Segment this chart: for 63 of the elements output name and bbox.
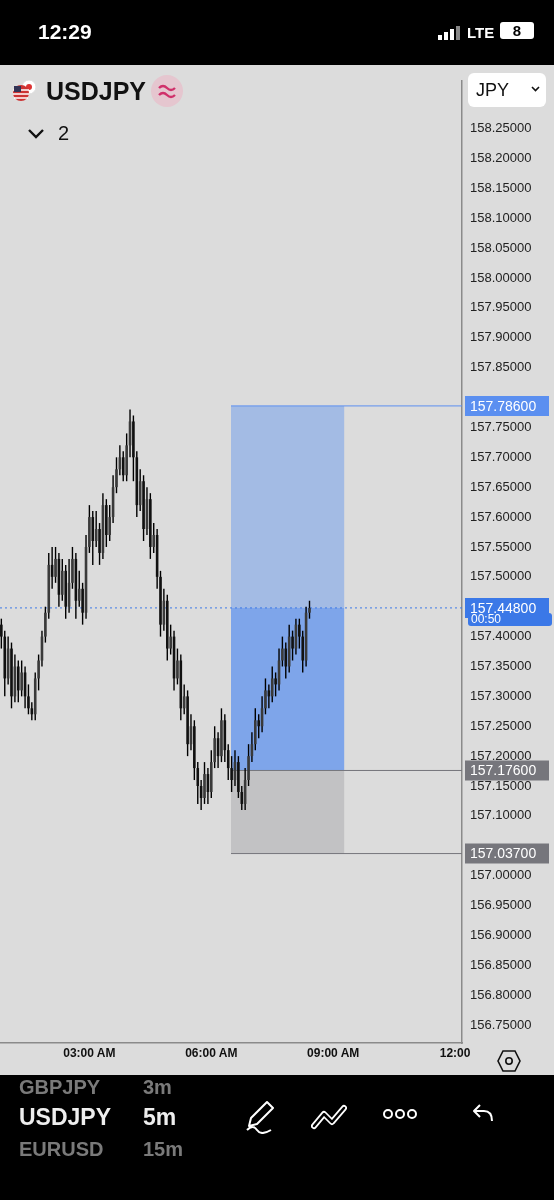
text: 00:50 (468, 612, 552, 626)
text: EURUSD (19, 1138, 104, 1161)
candlestick (176, 647, 179, 686)
candlestick (274, 671, 277, 698)
y-tick-label: 157.70000 (470, 448, 532, 464)
chart-title: USDJPY (46, 77, 147, 106)
text: 3m (143, 1076, 172, 1099)
text: 15m (143, 1138, 184, 1161)
candlestick (16, 659, 20, 704)
x-tick-label: 12:00 (439, 1045, 471, 1060)
y-tick-label: 158.20000 (470, 150, 532, 166)
y-tick-label: 157.60000 (470, 508, 532, 524)
y-tick-label: 157.15000 (470, 777, 532, 793)
y-tick-label: 157.30000 (470, 687, 532, 703)
y-tick-label: 157.35000 (470, 658, 532, 674)
candlestick (77, 570, 81, 608)
y-tick-label: 157.10000 (470, 807, 532, 823)
y-tick-label: 157.00000 (470, 867, 532, 883)
y-tick-label: 158.10000 (470, 209, 532, 225)
candlestick (291, 629, 294, 662)
text: GBPJPY (19, 1076, 101, 1099)
text: 12:29 (38, 20, 92, 44)
x-tick-label: 03:00 AM (63, 1045, 116, 1060)
y-tick-label: 158.00000 (470, 269, 532, 285)
candlestick (105, 498, 108, 548)
y-tick-label: 156.90000 (470, 927, 532, 942)
y-tick-label: 156.85000 (470, 956, 532, 972)
y-axis-title: JPY (468, 73, 546, 107)
x-tick-label: 09:00 AM (307, 1045, 360, 1060)
candlestick (270, 665, 274, 704)
ref-line-label: 157.03700 (470, 845, 537, 862)
y-tick-label: 158.05000 (470, 239, 532, 255)
y-tick-label: 157.95000 (470, 299, 532, 315)
candlestick (60, 558, 64, 602)
y-tick-label: 157.65000 (470, 478, 532, 494)
annotation: 2 (58, 122, 70, 145)
y-tick-label: 158.25000 (470, 120, 532, 136)
candlestick (10, 641, 13, 710)
candlestick (169, 623, 172, 656)
y-tick-label: 157.75000 (470, 419, 532, 435)
x-tick-label: 06:00 AM (185, 1045, 238, 1060)
y-tick-label: 157.20000 (470, 747, 532, 763)
candlestick (20, 659, 23, 698)
candlestick (91, 510, 95, 566)
y-tick-label: 157.50000 (470, 568, 532, 584)
y-tick-label: 157.40000 (470, 628, 532, 644)
text: LTE (467, 24, 495, 41)
text: 5m (143, 1104, 177, 1131)
y-tick-label: 156.80000 (470, 986, 532, 1002)
y-tick-label: 157.85000 (470, 359, 532, 375)
y-tick-label: 157.25000 (470, 717, 532, 733)
candlestick (257, 713, 261, 739)
candlestick (284, 641, 288, 680)
ref-line-label: 157.78600 (470, 397, 537, 414)
y-tick-label: 157.90000 (470, 329, 532, 345)
candlestick (152, 522, 156, 554)
y-tick-label: 156.75000 (470, 1016, 532, 1032)
ref-line-label: 157.17600 (470, 762, 537, 779)
text: USDJPY (19, 1104, 112, 1131)
y-tick-label: 158.15000 (470, 179, 532, 195)
text: 8 (500, 22, 534, 39)
y-tick-label: 157.55000 (470, 538, 532, 554)
y-tick-label: 156.95000 (470, 897, 532, 913)
